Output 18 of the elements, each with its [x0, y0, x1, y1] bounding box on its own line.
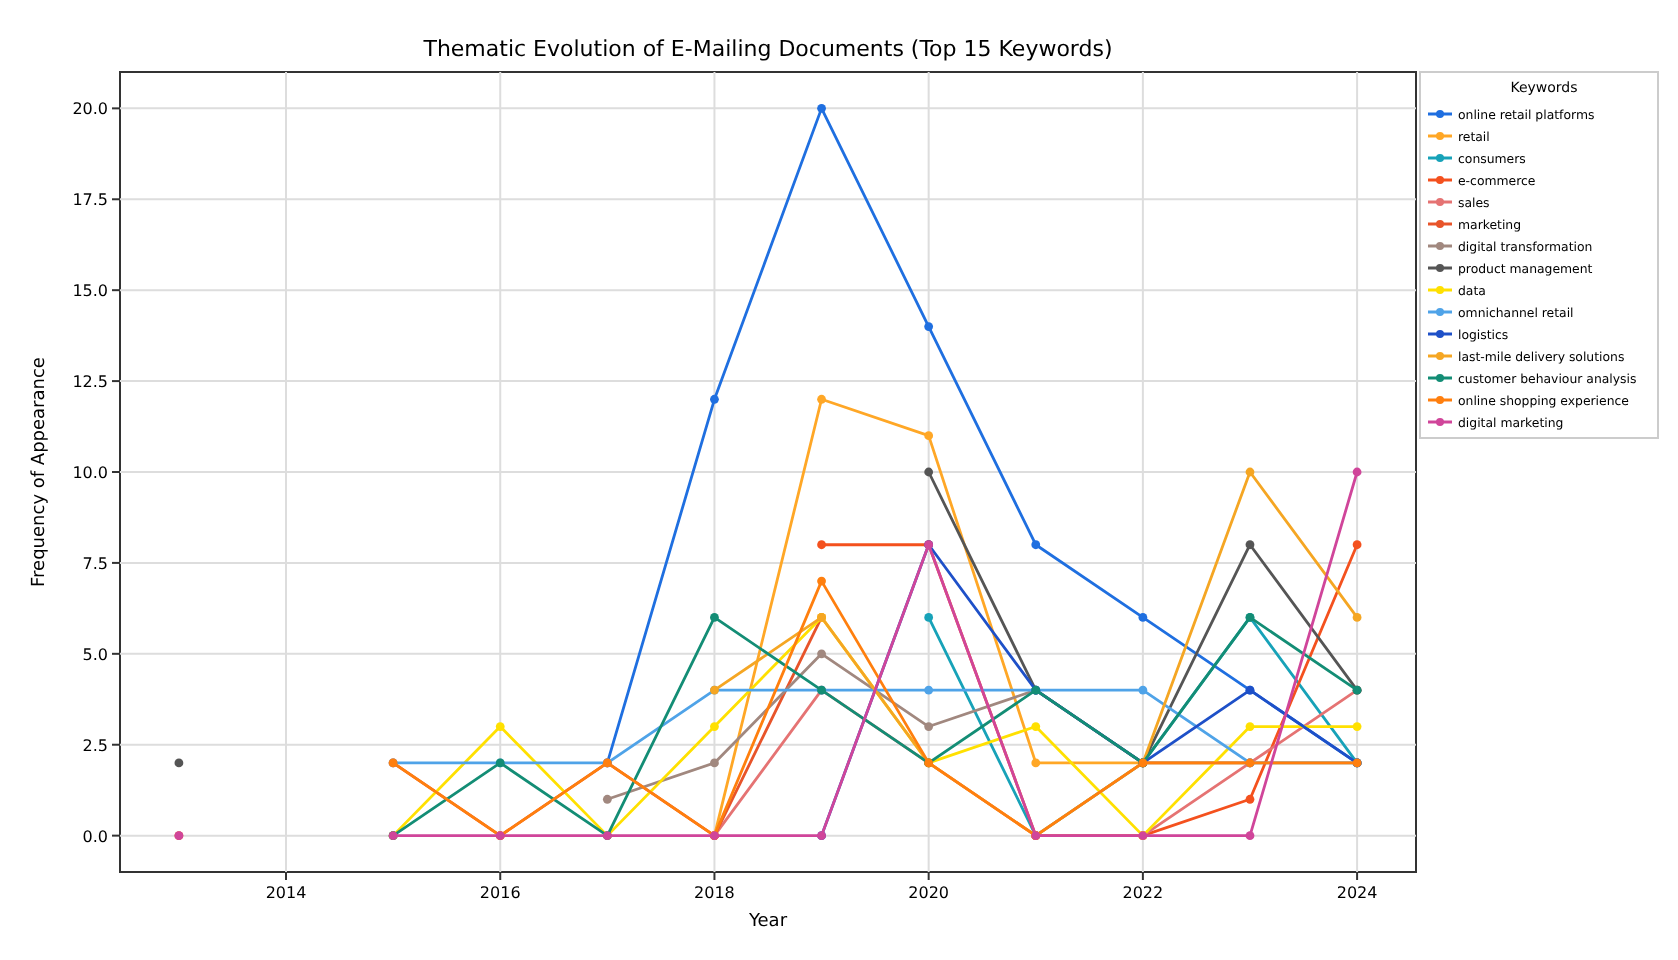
x-tick-label: 2020: [908, 884, 950, 902]
y-axis-title: Frequency of Appearance: [30, 356, 50, 587]
y-tick-label: 2.5: [82, 736, 108, 755]
x-tick-label: 2018: [694, 884, 735, 902]
y-tick-label: 20.0: [72, 100, 108, 119]
y-tick-label: 7.5: [82, 554, 108, 573]
x-axis-title: Year: [746, 912, 788, 932]
chart-title: Thematic Evolution of E-Mailing Documents (Top 15 Keywords): [421, 36, 1113, 62]
y-tick-label: 5.0: [82, 645, 108, 664]
y-tick-label: 12.5: [72, 373, 108, 392]
x-tick-label: 2024: [1336, 884, 1378, 902]
x-tick-label: 2016: [479, 884, 521, 902]
y-tick-label: 0.0: [82, 827, 108, 846]
x-tick-label: 2014: [265, 884, 307, 902]
x-tick-label: 2022: [1122, 884, 1164, 902]
y-tick-label: 17.5: [72, 191, 108, 210]
y-tick-label: 10.0: [72, 464, 108, 482]
y-tick-label: 15.0: [72, 282, 108, 301]
